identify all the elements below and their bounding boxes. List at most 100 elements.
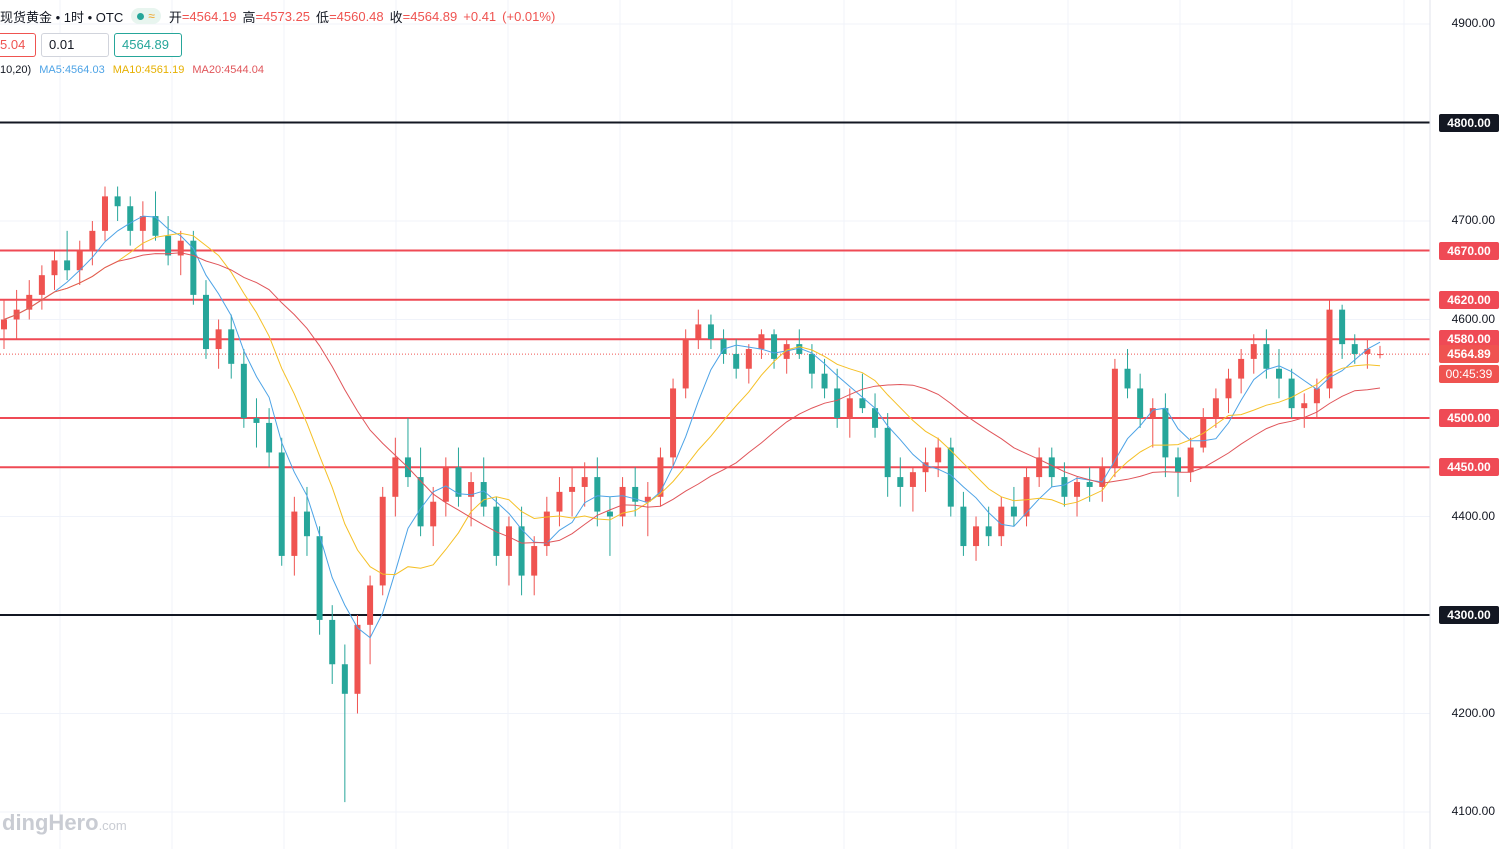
- candle-body: [985, 526, 992, 537]
- high-value: =4573.25: [255, 8, 311, 24]
- high-label: 高: [242, 9, 256, 25]
- candle-body: [543, 511, 550, 547]
- candle-body: [430, 501, 437, 527]
- low-label: 低: [316, 9, 330, 25]
- candle-body: [165, 235, 172, 256]
- level-tag: 4450.00: [1439, 458, 1499, 477]
- candle-body: [1124, 368, 1131, 389]
- candle-body: [1250, 344, 1257, 359]
- open-label: 开: [168, 9, 182, 25]
- candle-body: [531, 546, 538, 576]
- candle-body: [1364, 349, 1371, 354]
- ma10-value: MA10:4561.19: [112, 64, 185, 76]
- candle-body: [316, 536, 323, 620]
- candle-body: [1339, 309, 1346, 345]
- candle-body: [796, 344, 803, 354]
- candle-body: [76, 250, 83, 271]
- candle-body: [518, 526, 525, 576]
- candle-body: [581, 477, 588, 487]
- chart-header: 现货黄金 • 1时 • OTC ≈ 开 =4564.19 高 =4573.25 …: [0, 5, 561, 27]
- low-value: =4560.48: [329, 8, 384, 24]
- spread-display: 0.01: [41, 33, 109, 57]
- candle-body: [1023, 477, 1030, 517]
- level-tag: 4500.00: [1439, 409, 1499, 427]
- change-value: +0.41: [463, 8, 497, 24]
- candle-body: [720, 339, 727, 354]
- candle-body: [442, 467, 449, 502]
- price-tick-label: 4900.00: [1451, 16, 1495, 30]
- ma-legend[interactable]: 10,20) MA5:4564.03 MA10:4561.19 MA20:454…: [0, 64, 269, 76]
- ma20-line: [3, 252, 1381, 544]
- price-tick-label: 4700.00: [1451, 213, 1495, 227]
- ma10-line: [3, 232, 1381, 576]
- market-status-pill[interactable]: ≈: [131, 8, 161, 24]
- open-value: =4564.19: [181, 8, 237, 24]
- candle-body: [26, 294, 33, 310]
- candle-body: [745, 349, 752, 369]
- candle-body: [808, 353, 815, 374]
- candle-body: [569, 486, 576, 492]
- candle-body: [897, 477, 904, 487]
- candle-body: [783, 344, 790, 359]
- ma5-line: [3, 215, 1381, 639]
- candle-body: [228, 329, 235, 364]
- candle-body: [846, 398, 853, 418]
- candle-body: [998, 506, 1005, 537]
- symbol-title[interactable]: 现货黄金 • 1时 • OTC: [0, 9, 124, 25]
- candle-body: [101, 196, 108, 231]
- candle-body: [202, 294, 209, 350]
- candle-body: [367, 585, 374, 625]
- candle-body: [884, 427, 891, 478]
- price-tick-label: 4100.00: [1451, 804, 1495, 818]
- price-levels: [0, 121, 1430, 616]
- candle-body: [1048, 457, 1055, 478]
- change-percent: (+0.01%): [502, 8, 556, 24]
- candle-body: [758, 334, 765, 350]
- candle-body: [1086, 482, 1093, 487]
- candle-body: [215, 329, 222, 350]
- candle-body: [1326, 309, 1333, 389]
- candle-body: [240, 363, 247, 418]
- candle-body: [127, 206, 134, 231]
- candle-body: [657, 457, 664, 497]
- bar-countdown: 00:45:39: [1439, 365, 1499, 384]
- candle-body: [329, 619, 336, 665]
- candle-body: [278, 452, 285, 556]
- candle-body: [872, 408, 879, 428]
- sell-button[interactable]: 5.04: [0, 33, 36, 57]
- candle-body: [1238, 358, 1245, 379]
- candle-body: [594, 477, 601, 512]
- candle-body: [341, 664, 348, 694]
- candles: [1, 186, 1383, 803]
- candle-body: [834, 388, 841, 418]
- candle-body: [670, 388, 677, 458]
- candle-body: [1, 319, 7, 330]
- candle-body: [51, 260, 58, 276]
- candle-body: [354, 624, 361, 694]
- candle-body: [38, 275, 45, 295]
- candle-body: [606, 511, 613, 517]
- candle-body: [973, 526, 980, 547]
- level-tag: 4800.00: [1439, 113, 1499, 132]
- candle-body: [733, 353, 740, 369]
- watermark-brand: dingHero: [2, 810, 99, 835]
- buy-button[interactable]: 4564.89: [114, 33, 182, 57]
- watermark-logo: dingHero.com: [2, 810, 127, 836]
- candle-body: [177, 240, 184, 256]
- level-tag: 4670.00: [1439, 241, 1499, 260]
- ma5-value: MA5:4564.03: [39, 64, 105, 76]
- candle-body: [1111, 368, 1118, 468]
- candle-body: [1061, 477, 1068, 497]
- candle-body: [771, 334, 778, 359]
- candle-body: [556, 491, 563, 512]
- candle-body: [1225, 378, 1232, 399]
- candle-body: [1263, 344, 1270, 369]
- candle-body: [291, 511, 298, 556]
- candle-body: [1175, 457, 1182, 473]
- candle-body: [1036, 457, 1043, 478]
- candle-body: [1301, 403, 1308, 409]
- candle-body: [253, 418, 260, 423]
- candle-body: [190, 240, 197, 295]
- price-tick-label: 4600.00: [1451, 311, 1495, 326]
